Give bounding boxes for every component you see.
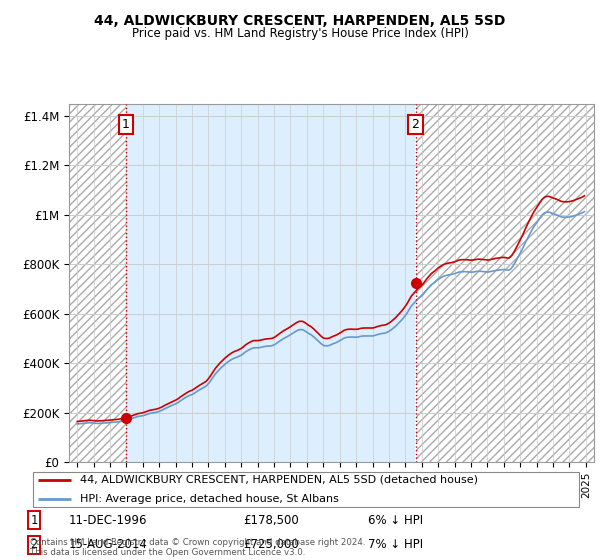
- Text: £178,500: £178,500: [244, 514, 299, 527]
- Bar: [125, 104, 415, 462]
- Text: Price paid vs. HM Land Registry's House Price Index (HPI): Price paid vs. HM Land Registry's House …: [131, 27, 469, 40]
- Bar: [69, 104, 125, 462]
- Text: Contains HM Land Registry data © Crown copyright and database right 2024.
This d: Contains HM Land Registry data © Crown c…: [30, 538, 365, 557]
- Text: 44, ALDWICKBURY CRESCENT, HARPENDEN, AL5 5SD (detached house): 44, ALDWICKBURY CRESCENT, HARPENDEN, AL5…: [80, 475, 478, 485]
- Text: HPI: Average price, detached house, St Albans: HPI: Average price, detached house, St A…: [80, 494, 338, 504]
- Text: 1: 1: [122, 118, 130, 131]
- Bar: [415, 104, 594, 462]
- Text: 11-DEC-1996: 11-DEC-1996: [69, 514, 147, 527]
- FancyBboxPatch shape: [33, 472, 579, 507]
- Text: 1: 1: [31, 514, 38, 527]
- Text: 2: 2: [31, 538, 38, 551]
- Text: 6% ↓ HPI: 6% ↓ HPI: [368, 514, 423, 527]
- Text: 7% ↓ HPI: 7% ↓ HPI: [368, 538, 423, 551]
- Text: 44, ALDWICKBURY CRESCENT, HARPENDEN, AL5 5SD: 44, ALDWICKBURY CRESCENT, HARPENDEN, AL5…: [94, 14, 506, 28]
- Text: £725,000: £725,000: [244, 538, 299, 551]
- Text: 15-AUG-2014: 15-AUG-2014: [69, 538, 148, 551]
- Text: 2: 2: [412, 118, 419, 131]
